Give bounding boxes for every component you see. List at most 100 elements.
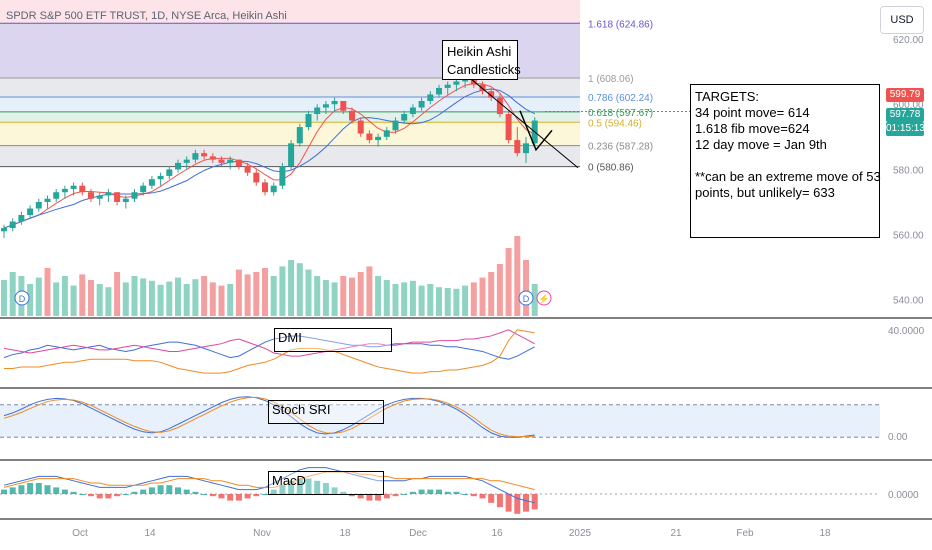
candle-body: [244, 166, 251, 173]
candle-body: [140, 185, 147, 193]
volume-bar: [523, 260, 529, 316]
volume-bar: [349, 277, 355, 316]
macd-histogram-bar: [209, 494, 216, 497]
volume-bar: [418, 285, 425, 316]
volume-bar: [453, 288, 460, 316]
volume-bar: [462, 285, 469, 316]
ha-line-1: Heikin Ashi: [447, 44, 512, 59]
macd-histogram-bar: [479, 494, 486, 499]
candle-body: [349, 110, 355, 121]
volume-bar: [131, 276, 138, 316]
macd-histogram-bar: [514, 494, 521, 514]
volume-bar: [192, 279, 199, 316]
y-tick-4: 540.00: [893, 296, 924, 307]
macd-histogram-bar: [105, 494, 112, 499]
volume-bar: [227, 284, 234, 316]
volume-bar: [262, 268, 268, 316]
macd-histogram-bar: [349, 494, 355, 497]
macd-histogram-bar: [166, 485, 173, 494]
candle-body: [218, 159, 225, 163]
volume-bar: [270, 276, 277, 316]
macd-histogram-bar: [140, 489, 147, 494]
dmi-annotation[interactable]: DMI: [274, 328, 392, 352]
macd-histogram-bar: [314, 480, 321, 494]
candle-body: [288, 143, 295, 167]
targets-line-5: 12 day move = Jan 9th: [695, 137, 827, 152]
currency-button[interactable]: USD: [880, 6, 924, 34]
volume-bar: [444, 288, 451, 316]
macd-histogram-bar: [70, 491, 77, 494]
volume-bar: [436, 287, 442, 316]
macd-histogram-bar: [35, 483, 42, 494]
volume-bar: [357, 272, 364, 316]
volume-bar: [61, 276, 68, 316]
macd-histogram-bar: [340, 491, 347, 494]
macd-histogram-bar: [401, 494, 408, 495]
candle-body: [296, 127, 303, 144]
event-marker-label: ⚡: [538, 293, 549, 305]
candle-body: [418, 100, 425, 108]
candle-body: [496, 97, 503, 115]
heikin-ashi-annotation[interactable]: Heikin Ashi Candlesticks: [442, 40, 521, 80]
current-price-tag: 597.78: [886, 108, 924, 122]
y-tick-2: 580.00: [893, 165, 924, 176]
macd-histogram-bar: [96, 494, 103, 499]
macd-histogram-bar: [427, 489, 434, 494]
stoch-y-tick: 0.00: [888, 432, 908, 443]
fib-label-5: 0.236 (587.28): [588, 142, 653, 153]
volume-bar: [531, 284, 538, 316]
candle-body: [1, 228, 7, 232]
candle-body: [357, 120, 364, 134]
targets-annotation[interactable]: TARGETS: 34 point move= 614 1.618 fib mo…: [690, 84, 881, 238]
macd-annotation[interactable]: MacD: [268, 471, 384, 495]
volume-bar: [148, 280, 155, 316]
candle-body: [183, 159, 190, 163]
macd-histogram-bar: [18, 485, 25, 494]
candle-body: [305, 114, 312, 128]
candle-body: [27, 208, 34, 216]
stoch-annotation[interactable]: Stoch SRI: [268, 400, 384, 424]
fib-label-6: 0 (580.86): [588, 163, 634, 174]
macd-histogram-bar: [296, 478, 303, 494]
dmi-line-2: [4, 329, 535, 374]
candle-body: [322, 104, 329, 108]
candle-body: [18, 215, 25, 222]
macd-histogram-bar: [357, 494, 364, 499]
volume-bar: [96, 284, 103, 316]
macd-line-1: [3, 471, 535, 491]
y-tick-0: 620.00: [893, 35, 924, 46]
x-tick-7: 21: [670, 528, 682, 539]
event-marker-icon: [14, 290, 30, 306]
volume-bar: [114, 272, 121, 316]
candle-body: [175, 162, 181, 170]
volume-bar: [288, 260, 295, 316]
candle-body: [279, 166, 286, 186]
volume-bar: [496, 264, 503, 316]
fib-label-1: 1 (608.06): [588, 74, 634, 85]
candle-body: [340, 100, 347, 111]
macd-histogram-bar: [88, 494, 94, 497]
candle-body: [61, 188, 68, 193]
volume-bar: [105, 287, 112, 316]
macd-histogram-bar: [488, 494, 495, 503]
volume-bar: [470, 282, 477, 316]
macd-histogram-bar: [279, 485, 286, 494]
candle-body: [375, 136, 382, 141]
macd-histogram-bar: [235, 494, 242, 501]
fib-zone-4: [0, 111, 580, 123]
candle-body: [392, 120, 399, 131]
volume-bar: [166, 281, 173, 316]
fib-label-4: 0.5 (594.46): [588, 118, 642, 129]
volume-bar: [88, 280, 94, 316]
candle-body: [88, 192, 94, 199]
candle-body: [70, 185, 77, 189]
macd-histogram-bar: [192, 491, 199, 494]
macd-y-tick: 0.0000: [888, 490, 919, 501]
event-marker-label: D: [19, 294, 26, 304]
macd-histogram-bar: [436, 489, 442, 494]
macd-histogram-bar: [322, 483, 329, 494]
x-tick-1: 14: [144, 528, 156, 539]
candle-body: [253, 172, 260, 183]
x-tick-0: Oct: [72, 528, 88, 539]
